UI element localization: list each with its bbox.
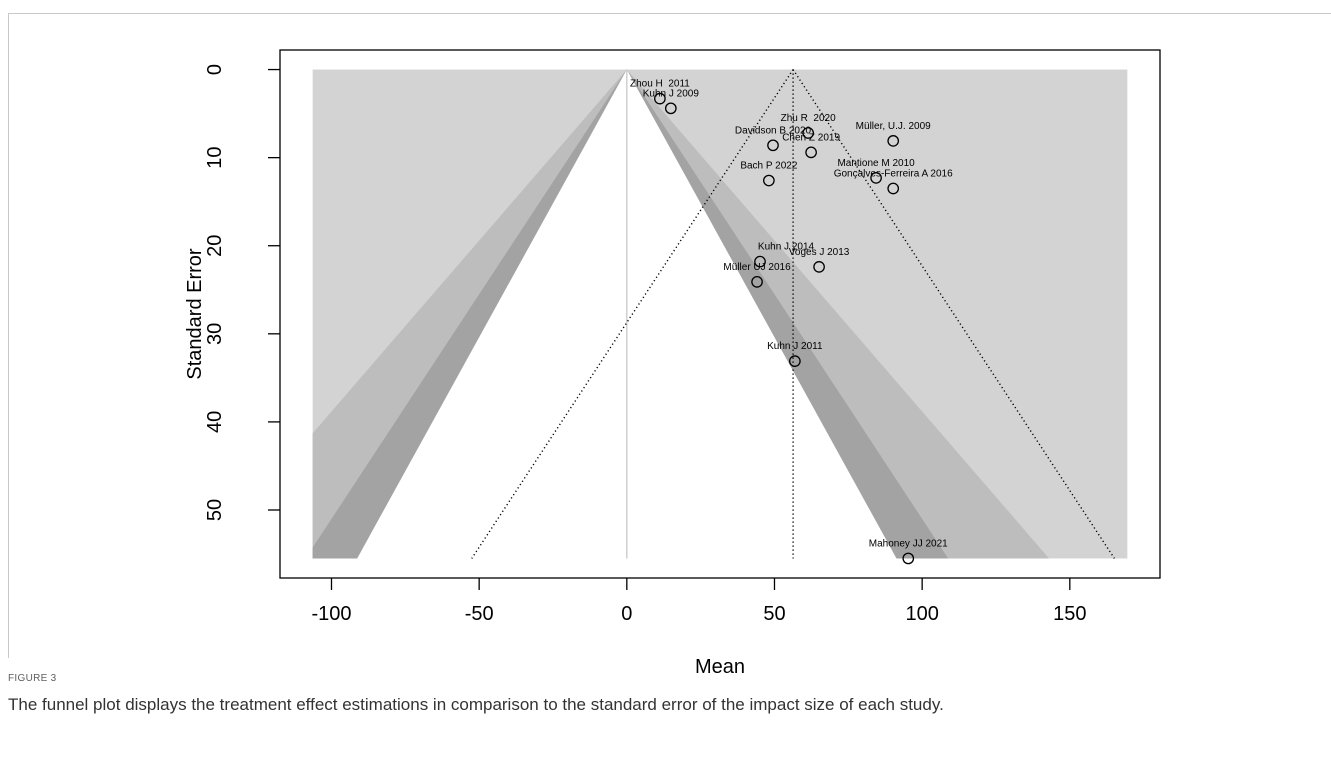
figure-caption: The funnel plot displays the treatment e… bbox=[8, 695, 944, 714]
data-point bbox=[887, 135, 900, 147]
data-point bbox=[870, 172, 882, 184]
point-label: Kuhn J 2009 bbox=[643, 88, 700, 99]
x-tick-label: -50 bbox=[465, 603, 494, 625]
data-point bbox=[664, 102, 677, 115]
data-point bbox=[813, 261, 825, 273]
y-axis-title: Standard Error bbox=[184, 248, 206, 380]
data-point bbox=[887, 182, 900, 195]
figure-frame-top bbox=[8, 13, 1331, 14]
y-tick-label: 30 bbox=[204, 323, 226, 345]
point-label: Mahoney JJ 2021 bbox=[869, 538, 948, 549]
data-point bbox=[789, 355, 801, 367]
point-label: Zhou H 2011 bbox=[630, 79, 690, 90]
x-tick-label: 100 bbox=[905, 603, 938, 625]
data-point bbox=[767, 139, 779, 152]
pseudo-ci-right-line bbox=[792, 69, 1116, 559]
point-label: Voges J 2013 bbox=[789, 247, 850, 258]
data-point bbox=[763, 174, 775, 187]
y-tick-label: 0 bbox=[204, 64, 226, 75]
reference-lines bbox=[471, 69, 1116, 559]
point-label: Davidson B 2020 bbox=[735, 125, 812, 136]
data-point bbox=[802, 127, 815, 139]
figure-frame-left bbox=[8, 13, 9, 658]
x-axis-title: Mean bbox=[695, 656, 745, 678]
y-tick-label: 40 bbox=[204, 411, 226, 433]
point-label: Zhu R 2020 bbox=[781, 113, 836, 124]
data-point bbox=[654, 92, 666, 105]
point-label: Kuhn J 2014 bbox=[758, 242, 815, 253]
y-tick-label: 20 bbox=[204, 235, 226, 257]
axes: -100 -50 0 50 100 150 0 10 20 30 40 50 bbox=[204, 64, 1087, 625]
data-point bbox=[805, 146, 817, 159]
point-label: Chen Z 2019 bbox=[782, 132, 840, 143]
data-point bbox=[751, 275, 763, 288]
data-point bbox=[902, 552, 915, 565]
y-tick-label: 10 bbox=[204, 147, 226, 169]
y-tick-label: 50 bbox=[204, 499, 226, 521]
point-label: Mantione M 2010 bbox=[837, 158, 915, 169]
point-label: Bach P 2022 bbox=[740, 161, 798, 172]
x-tick-label: 150 bbox=[1053, 603, 1086, 625]
x-tick-label: 50 bbox=[763, 603, 785, 625]
x-tick-label: 0 bbox=[621, 603, 632, 625]
contour-shading bbox=[312, 69, 1128, 559]
data-point bbox=[754, 255, 766, 268]
figure-label: FIGURE 3 bbox=[8, 673, 57, 684]
point-label: Gonçalves-Ferreira A 2016 bbox=[834, 168, 953, 179]
x-tick-label: -100 bbox=[311, 603, 351, 625]
point-label: Müller UJ 2016 bbox=[723, 262, 791, 273]
pseudo-ci-left-line bbox=[471, 69, 794, 559]
point-label: Kuhn J 2011 bbox=[767, 341, 823, 352]
plot-box bbox=[279, 49, 1161, 579]
point-label: Müller, U.J. 2009 bbox=[856, 121, 931, 132]
